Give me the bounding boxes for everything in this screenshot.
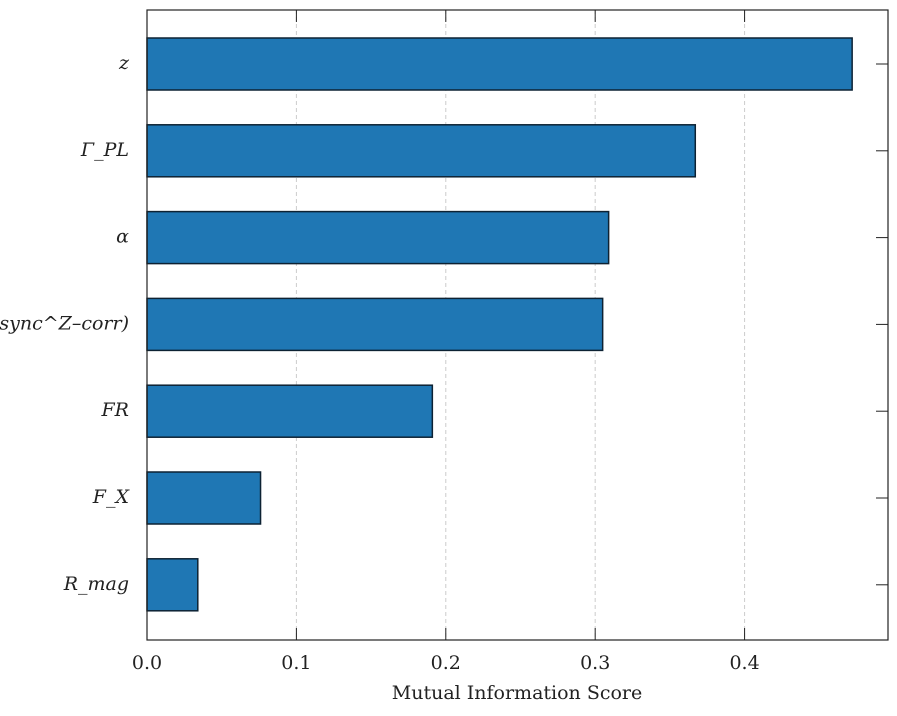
- y-tick-label: z: [118, 52, 130, 74]
- x-tick-label: 0.2: [431, 652, 461, 674]
- y-tick-label: R_mag: [63, 573, 129, 595]
- x-tick-label: 0.3: [580, 652, 610, 674]
- y-tick-label: Γ_PL: [80, 139, 129, 161]
- x-tick-label: 0.0: [132, 652, 162, 674]
- y-tick-label: log₁₀(ν_sync^Z–corr): [0, 312, 129, 334]
- x-axis-label: Mutual Information Score: [392, 682, 643, 704]
- bar: [146, 558, 199, 612]
- bar: [146, 124, 697, 178]
- bar: [146, 471, 262, 525]
- bar: [146, 384, 434, 438]
- bar: [146, 297, 604, 352]
- y-tick-label: FR: [101, 399, 130, 421]
- plot-frame: [146, 9, 889, 641]
- x-tick-label: 0.4: [729, 652, 759, 674]
- x-tick-label: 0.1: [281, 652, 311, 674]
- y-tick-label: F_X: [92, 486, 131, 508]
- bar: [146, 210, 610, 265]
- bar: [146, 37, 853, 91]
- y-tick-label: α: [116, 226, 129, 248]
